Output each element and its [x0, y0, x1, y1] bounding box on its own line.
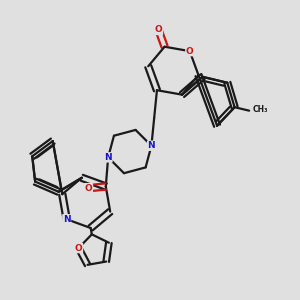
Text: N: N [148, 141, 155, 150]
Text: O: O [186, 46, 194, 56]
Text: O: O [75, 244, 83, 253]
Text: N: N [63, 215, 70, 224]
Text: CH₃: CH₃ [253, 105, 268, 114]
Text: O: O [85, 184, 92, 193]
Text: N: N [104, 153, 112, 162]
Text: O: O [154, 26, 162, 34]
